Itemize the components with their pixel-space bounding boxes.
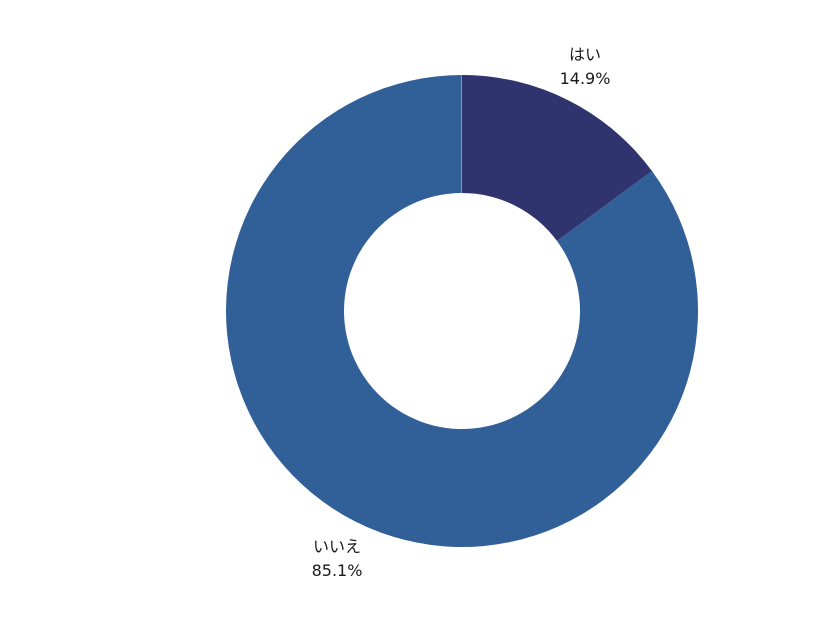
slice-value-no: 85.1% [312, 561, 363, 580]
donut-slices [226, 75, 698, 547]
slice-separator [461, 75, 462, 193]
slice-no [226, 75, 698, 547]
label-no-group: いいえ 85.1% [312, 537, 363, 580]
slice-label-yes: はい [569, 45, 601, 64]
label-yes-group: はい 14.9% [560, 45, 611, 88]
slice-label-no: いいえ [313, 537, 361, 556]
slice-yes [462, 75, 653, 242]
slice-value-yes: 14.9% [560, 69, 611, 88]
